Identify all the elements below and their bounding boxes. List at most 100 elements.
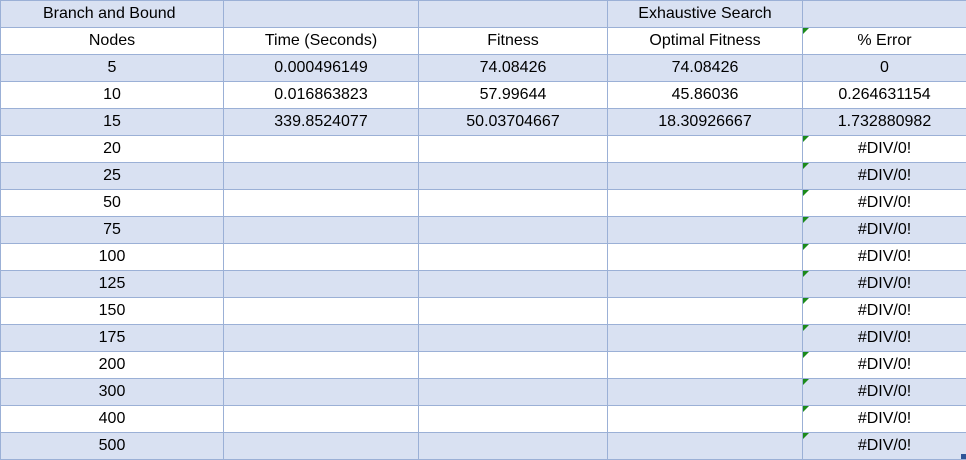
- cell-time[interactable]: [224, 298, 419, 325]
- cell-error[interactable]: #DIV/0!: [803, 298, 966, 325]
- cell-fitness[interactable]: [419, 244, 608, 271]
- cell-nodes[interactable]: 100: [1, 244, 224, 271]
- cell-error[interactable]: #DIV/0!: [803, 163, 966, 190]
- cell-error[interactable]: #DIV/0!: [803, 271, 966, 298]
- table-row: 300 #DIV/0!: [1, 379, 966, 406]
- cell-optimal-fitness[interactable]: [608, 298, 803, 325]
- cell-fitness[interactable]: [419, 163, 608, 190]
- title-branch-and-bound[interactable]: Branch and Bound: [1, 1, 224, 28]
- error-triangle-icon: [803, 217, 809, 223]
- cell-error[interactable]: #DIV/0!: [803, 433, 966, 460]
- table-row: 400 #DIV/0!: [1, 406, 966, 433]
- header-nodes[interactable]: Nodes: [1, 28, 224, 55]
- cell-nodes[interactable]: 500: [1, 433, 224, 460]
- cell-error[interactable]: 0: [803, 55, 966, 82]
- fill-handle[interactable]: [961, 454, 966, 459]
- error-triangle-icon: [803, 244, 809, 250]
- cell-fitness[interactable]: [419, 406, 608, 433]
- error-triangle-icon: [803, 325, 809, 331]
- cell-fitness[interactable]: [419, 379, 608, 406]
- header-optimal-fitness[interactable]: Optimal Fitness: [608, 28, 803, 55]
- error-triangle-icon: [803, 433, 809, 439]
- cell-nodes[interactable]: 400: [1, 406, 224, 433]
- cell-nodes[interactable]: 200: [1, 352, 224, 379]
- cell-error[interactable]: 1.732880982: [803, 109, 966, 136]
- cell-time[interactable]: 0.016863823: [224, 82, 419, 109]
- error-triangle-icon: [803, 190, 809, 196]
- cell-nodes[interactable]: 20: [1, 136, 224, 163]
- cell-nodes[interactable]: 25: [1, 163, 224, 190]
- table-row: 20 #DIV/0!: [1, 136, 966, 163]
- cell-error[interactable]: #DIV/0!: [803, 379, 966, 406]
- cell-error[interactable]: #DIV/0!: [803, 352, 966, 379]
- cell-time[interactable]: [224, 190, 419, 217]
- cell-error[interactable]: #DIV/0!: [803, 136, 966, 163]
- table-row: 500 #DIV/0!: [1, 433, 966, 460]
- cell-time[interactable]: [224, 406, 419, 433]
- cell-error[interactable]: #DIV/0!: [803, 406, 966, 433]
- cell-fitness[interactable]: [419, 325, 608, 352]
- cell-time[interactable]: [224, 325, 419, 352]
- cell-nodes[interactable]: 50: [1, 190, 224, 217]
- cell-error[interactable]: #DIV/0!: [803, 325, 966, 352]
- cell-fitness[interactable]: [419, 190, 608, 217]
- cell-fitness[interactable]: 50.03704667: [419, 109, 608, 136]
- cell-optimal-fitness[interactable]: [608, 433, 803, 460]
- cell-optimal-fitness[interactable]: [608, 352, 803, 379]
- cell-time[interactable]: [224, 217, 419, 244]
- cell-error[interactable]: 0.264631154: [803, 82, 966, 109]
- cell-optimal-fitness[interactable]: [608, 244, 803, 271]
- cell-optimal-fitness[interactable]: [608, 136, 803, 163]
- cell-time[interactable]: [224, 271, 419, 298]
- header-time[interactable]: Time (Seconds): [224, 28, 419, 55]
- cell-nodes[interactable]: 75: [1, 217, 224, 244]
- cell-nodes[interactable]: 5: [1, 55, 224, 82]
- cell-optimal-fitness[interactable]: [608, 217, 803, 244]
- cell-time[interactable]: [224, 163, 419, 190]
- title-row: Branch and Bound Exhaustive Search: [1, 1, 966, 28]
- cell-time[interactable]: [224, 379, 419, 406]
- cell-error[interactable]: #DIV/0!: [803, 217, 966, 244]
- cell-fitness[interactable]: [419, 352, 608, 379]
- cell-optimal-fitness[interactable]: [608, 379, 803, 406]
- cell-optimal-fitness[interactable]: [608, 271, 803, 298]
- table-row: 100 #DIV/0!: [1, 244, 966, 271]
- cell-optimal-fitness[interactable]: 45.86036: [608, 82, 803, 109]
- cell-optimal-fitness[interactable]: [608, 406, 803, 433]
- cell-fitness[interactable]: [419, 136, 608, 163]
- cell-optimal-fitness[interactable]: 18.30926667: [608, 109, 803, 136]
- header-fitness[interactable]: Fitness: [419, 28, 608, 55]
- cell-fitness[interactable]: [419, 298, 608, 325]
- title-exhaustive-search[interactable]: Exhaustive Search: [608, 1, 803, 28]
- title-empty-cell-e[interactable]: [803, 1, 966, 28]
- cell-time[interactable]: [224, 433, 419, 460]
- cell-time[interactable]: 0.000496149: [224, 55, 419, 82]
- cell-nodes[interactable]: 10: [1, 82, 224, 109]
- cell-nodes[interactable]: 300: [1, 379, 224, 406]
- cell-fitness[interactable]: [419, 217, 608, 244]
- title-empty-cell-c[interactable]: [419, 1, 608, 28]
- cell-time[interactable]: [224, 352, 419, 379]
- cell-fitness[interactable]: [419, 433, 608, 460]
- cell-time[interactable]: [224, 136, 419, 163]
- table-row: 200 #DIV/0!: [1, 352, 966, 379]
- cell-optimal-fitness[interactable]: [608, 190, 803, 217]
- cell-fitness[interactable]: [419, 271, 608, 298]
- cell-nodes[interactable]: 175: [1, 325, 224, 352]
- cell-time[interactable]: 339.8524077: [224, 109, 419, 136]
- header-error[interactable]: % Error: [803, 28, 966, 55]
- cell-fitness[interactable]: 74.08426: [419, 55, 608, 82]
- error-triangle-icon: [803, 28, 809, 34]
- cell-nodes[interactable]: 150: [1, 298, 224, 325]
- cell-optimal-fitness[interactable]: [608, 325, 803, 352]
- cell-fitness[interactable]: 57.99644: [419, 82, 608, 109]
- title-empty-cell-b[interactable]: [224, 1, 419, 28]
- cell-error[interactable]: #DIV/0!: [803, 190, 966, 217]
- cell-optimal-fitness[interactable]: [608, 163, 803, 190]
- cell-error[interactable]: #DIV/0!: [803, 244, 966, 271]
- cell-nodes[interactable]: 15: [1, 109, 224, 136]
- cell-optimal-fitness[interactable]: 74.08426: [608, 55, 803, 82]
- cell-time[interactable]: [224, 244, 419, 271]
- cell-nodes[interactable]: 125: [1, 271, 224, 298]
